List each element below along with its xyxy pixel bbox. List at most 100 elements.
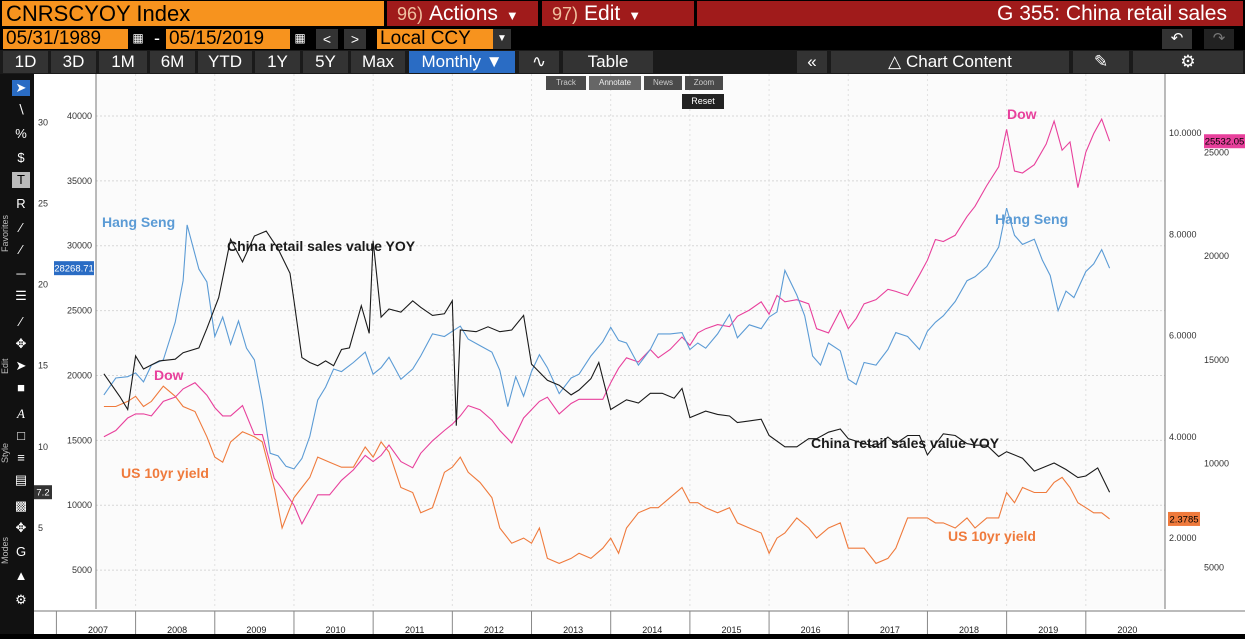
ticker-field[interactable]: CNRSCYOY Index xyxy=(2,1,384,26)
next-period-button[interactable]: > xyxy=(344,29,366,49)
last-value-china-bg xyxy=(34,485,52,500)
y-tick-label: 30 xyxy=(38,117,48,127)
prev-period-button[interactable]: < xyxy=(316,29,338,49)
actions-number: 96) xyxy=(397,4,424,24)
period-1y[interactable]: 1Y xyxy=(255,51,300,73)
last-value-dow-bg xyxy=(1204,134,1245,149)
cursor-icon[interactable]: ➤ xyxy=(15,358,27,373)
y-tick-label: 20000 xyxy=(1204,251,1229,261)
plot-background xyxy=(96,74,1165,609)
period-5y[interactable]: 5Y xyxy=(303,51,348,73)
edit-section-label: Edit xyxy=(0,358,10,374)
chart-content-button[interactable]: △ Chart Content xyxy=(831,51,1069,73)
zoom-tool[interactable]: Zoom xyxy=(685,76,723,90)
pen-icon[interactable]: ∕ xyxy=(19,314,23,329)
period-max[interactable]: Max xyxy=(351,51,405,73)
modes-icon[interactable]: ▲ xyxy=(14,568,28,583)
series-annotation-us10y: US 10yr yield xyxy=(121,465,209,481)
chevron-down-icon[interactable]: ▼ xyxy=(493,29,511,49)
brush-icon[interactable]: ∕ xyxy=(19,220,23,235)
last-value-hang-seng: 28268.71 xyxy=(54,264,94,275)
actions-button[interactable]: 96) Actions ▼ xyxy=(387,1,538,26)
period-1m[interactable]: 1M xyxy=(99,51,147,73)
favorites-section-label: Favorites xyxy=(0,214,10,252)
period-ytd[interactable]: YTD xyxy=(198,51,252,73)
series-line-china xyxy=(103,230,1111,493)
x-tick-label: 2011 xyxy=(405,625,424,634)
y-tick-label: 10 xyxy=(38,442,48,452)
edit-label: Edit xyxy=(584,2,621,25)
news-tool[interactable]: News xyxy=(644,76,682,90)
gear-icon[interactable]: ⚙ xyxy=(1133,51,1243,73)
chevron-down-icon: ▼ xyxy=(628,8,642,23)
last-value-china: 7.2 xyxy=(36,488,49,499)
series-line-dow xyxy=(103,117,1111,526)
currency-field[interactable]: Local CCY xyxy=(377,29,493,49)
chart-content-label: Chart Content xyxy=(905,52,1012,71)
crosshair-icon[interactable]: ✥ xyxy=(15,520,27,535)
tool-sidebar: ➤ ∖ % $ T R ∕ ∕ ─ ☰ ∕ ✥ ➤ ■ A □ ≡ ▤ ▩ ✥ … xyxy=(0,74,34,634)
table-button[interactable]: Table xyxy=(563,51,653,73)
series-annotation-china: China retail sales value YOY xyxy=(227,238,416,254)
x-tick-label: 2018 xyxy=(959,625,979,634)
annotate-tool[interactable]: Annotate xyxy=(589,76,641,90)
chart-area[interactable]: 2007 2008 2009 2010 2011 2012 2013 2014 2015 2016… xyxy=(34,74,1245,635)
percent-icon[interactable]: % xyxy=(15,126,27,141)
text-icon[interactable]: T xyxy=(12,172,30,188)
edit-button[interactable]: 97) Edit ▼ xyxy=(542,1,694,26)
pen-icon[interactable]: ∕ xyxy=(19,242,23,257)
move-icon[interactable]: ✥ xyxy=(15,336,27,351)
series-annotation-hang_seng: Hang Seng xyxy=(995,211,1068,227)
line-style-icon[interactable]: ≡ xyxy=(17,450,25,465)
modes-icon[interactable]: G xyxy=(15,544,27,559)
font-icon[interactable]: A xyxy=(17,406,25,421)
actions-label: Actions xyxy=(429,2,498,25)
x-tick-label: 2020 xyxy=(1117,625,1137,634)
r-icon[interactable]: R xyxy=(16,196,26,211)
y-tick-label: 20000 xyxy=(67,370,92,380)
frequency-label: Monthly xyxy=(421,52,481,71)
edit-note-icon[interactable]: ✎ xyxy=(1073,51,1129,73)
calendar-icon[interactable]: ▦ xyxy=(294,31,306,45)
horizontal-line-icon[interactable]: ─ xyxy=(16,266,26,281)
series-annotation-china: China retail sales value YOY xyxy=(811,435,1000,451)
last-value-hang-seng-bg xyxy=(54,261,94,276)
start-date-field[interactable]: 05/31/1989 xyxy=(3,29,128,49)
series-annotation-dow: Dow xyxy=(154,367,184,383)
line-tool-icon[interactable]: ∖ xyxy=(16,102,26,117)
dollar-icon[interactable]: $ xyxy=(17,150,25,165)
y-tick-label: 5 xyxy=(38,523,43,533)
track-tool[interactable]: Track xyxy=(546,76,586,90)
chart-type-icon[interactable]: ∿ xyxy=(519,51,559,73)
y-tick-label: 30000 xyxy=(67,241,92,251)
color-icon[interactable]: □ xyxy=(17,428,25,443)
trash-icon[interactable]: ■ xyxy=(17,380,25,395)
stripes-icon[interactable]: ▤ xyxy=(14,472,28,487)
title-bar: CNRSCYOY Index 96) Actions ▼ 97) Edit ▼ G 35… xyxy=(0,0,1245,28)
pointer-icon[interactable]: ➤ xyxy=(12,80,30,96)
period-3d[interactable]: 3D xyxy=(51,51,96,73)
y-tick-label: 5000 xyxy=(72,565,92,575)
end-date-field[interactable]: 05/15/2019 xyxy=(166,29,290,49)
reset-button[interactable]: Reset xyxy=(682,94,724,109)
period-6m[interactable]: 6M xyxy=(150,51,195,73)
collapse-icon[interactable]: « xyxy=(797,51,827,73)
calendar-icon[interactable]: ▦ xyxy=(132,31,144,45)
redo-icon[interactable]: ↷ xyxy=(1204,29,1234,49)
y-tick-label: 40000 xyxy=(67,111,92,121)
layers-icon[interactable]: ☰ xyxy=(15,288,27,303)
chart-canvas[interactable]: 2007 2008 2009 2010 2011 2012 2013 2014 2015 2016… xyxy=(34,74,1245,635)
y-tick-label: 6.0000 xyxy=(1169,331,1197,341)
x-tick-label: 2013 xyxy=(563,625,583,634)
y-tick-label: 10.0000 xyxy=(1169,128,1202,138)
y-tick-label: 20 xyxy=(38,280,48,290)
y-tick-label: 25000 xyxy=(67,306,92,316)
frequency-dropdown[interactable]: Monthly ▼ xyxy=(409,51,515,73)
undo-icon[interactable]: ↶ xyxy=(1162,29,1192,49)
gear-icon[interactable]: ⚙ xyxy=(15,592,27,607)
edit-number: 97) xyxy=(552,4,579,24)
chevron-down-icon: ▼ xyxy=(505,8,519,23)
stripes-icon[interactable]: ▩ xyxy=(14,498,28,513)
period-1d[interactable]: 1D xyxy=(3,51,48,73)
series-line-hang_seng xyxy=(103,207,1111,470)
